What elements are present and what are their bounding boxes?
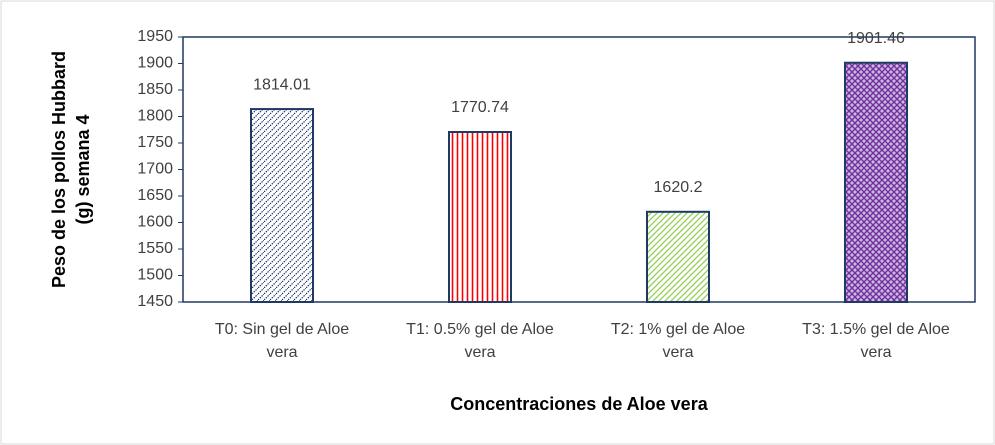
x-axis-title: Concentraciones de Aloe vera <box>450 394 708 414</box>
y-tick-label: 1450 <box>137 293 173 310</box>
bar <box>250 108 314 303</box>
x-tick-label: T2: 1% gel de Aloe vera <box>611 321 745 361</box>
value-label: 1770.74 <box>451 99 509 116</box>
x-tick-label: T1: 0.5% gel de Aloe vera <box>406 321 554 361</box>
y-tick-label: 1800 <box>137 108 173 125</box>
value-label: 1620.2 <box>654 179 703 196</box>
bar <box>844 61 908 304</box>
y-axis-title: Peso de los pollos Hubbard (g) semana 4 <box>49 51 93 288</box>
y-tick-label: 1500 <box>137 267 173 284</box>
value-label: 1901.46 <box>847 30 905 47</box>
y-tick-label: 1850 <box>137 81 173 98</box>
y-tick-label: 1700 <box>137 161 173 178</box>
x-tick-label: T0: Sin gel de Aloe vera <box>215 321 349 361</box>
x-tick-label: T3: 1.5% gel de Aloe vera <box>802 321 950 361</box>
y-tick-label: 1750 <box>137 134 173 151</box>
y-tick-label: 1950 <box>137 28 173 45</box>
y-tick-label: 1650 <box>137 187 173 204</box>
y-tick-label: 1600 <box>137 214 173 231</box>
bar <box>448 131 512 303</box>
y-tick-label: 1550 <box>137 240 173 257</box>
bar <box>646 210 710 304</box>
y-tick-label: 1900 <box>137 55 173 72</box>
value-label: 1814.01 <box>253 76 311 93</box>
